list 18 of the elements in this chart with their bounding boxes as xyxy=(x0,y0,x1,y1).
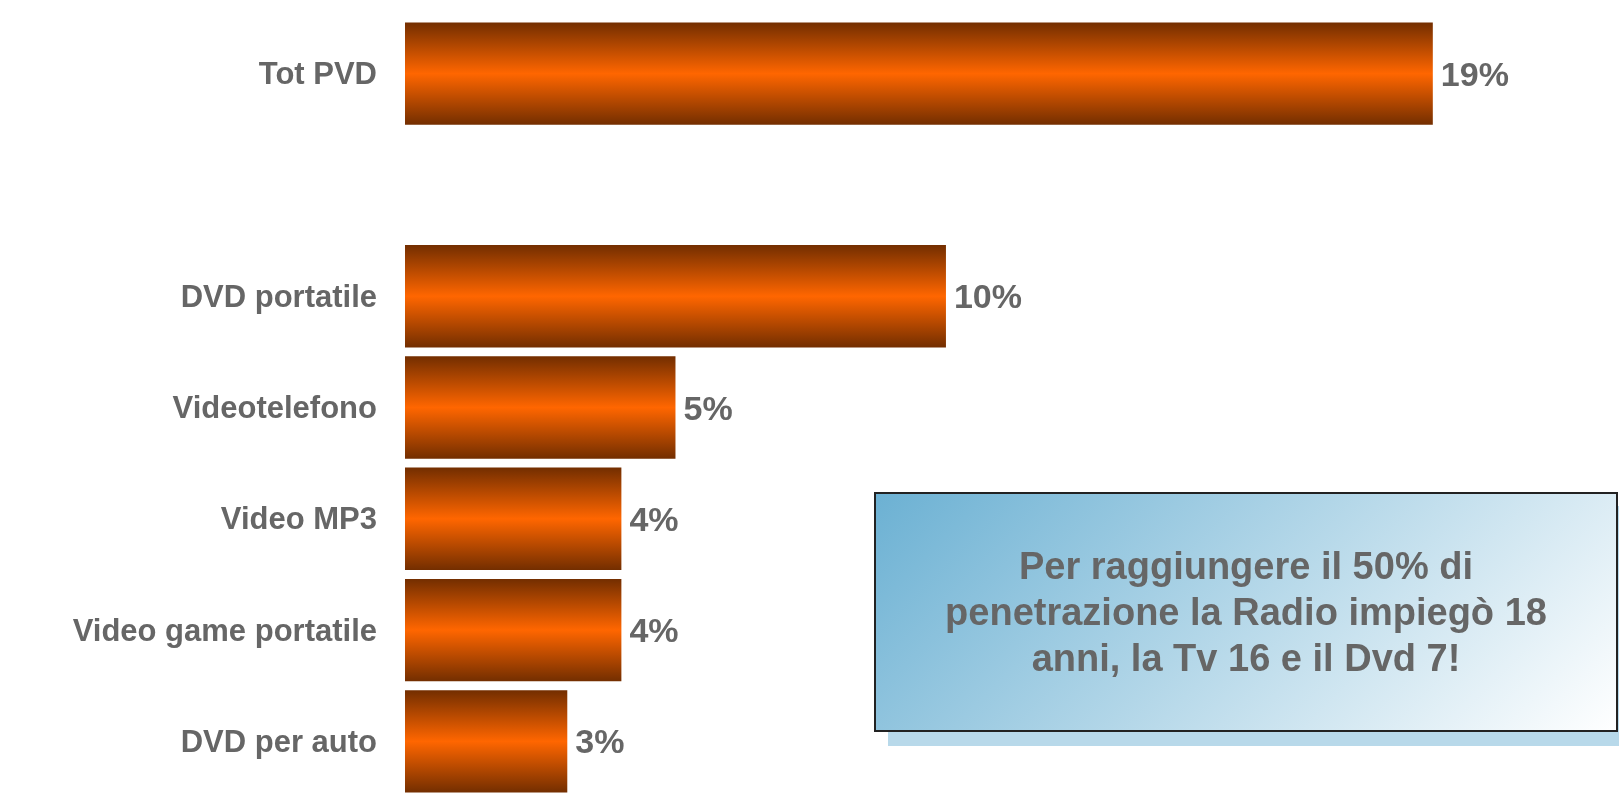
data-label: 4% xyxy=(629,499,679,538)
y-tick-label: DVD per auto xyxy=(180,723,377,759)
data-label: 19% xyxy=(1440,54,1509,93)
y-tick-label: Tot PVD xyxy=(258,56,377,92)
bar xyxy=(405,690,568,793)
data-label: 10% xyxy=(953,277,1023,316)
y-tick-label: Video MP3 xyxy=(220,501,377,537)
bar xyxy=(405,356,676,459)
data-label: 4% xyxy=(629,611,679,650)
y-tick-label: Video game portatile xyxy=(72,612,377,648)
bar xyxy=(405,578,622,682)
y-tick-label: DVD portatile xyxy=(180,278,377,314)
bar xyxy=(405,467,622,570)
data-label: 3% xyxy=(575,722,625,761)
data-label: 5% xyxy=(683,388,733,427)
bar xyxy=(405,22,1433,125)
bar xyxy=(405,245,946,348)
y-tick-label: Videotelefono xyxy=(172,390,377,425)
